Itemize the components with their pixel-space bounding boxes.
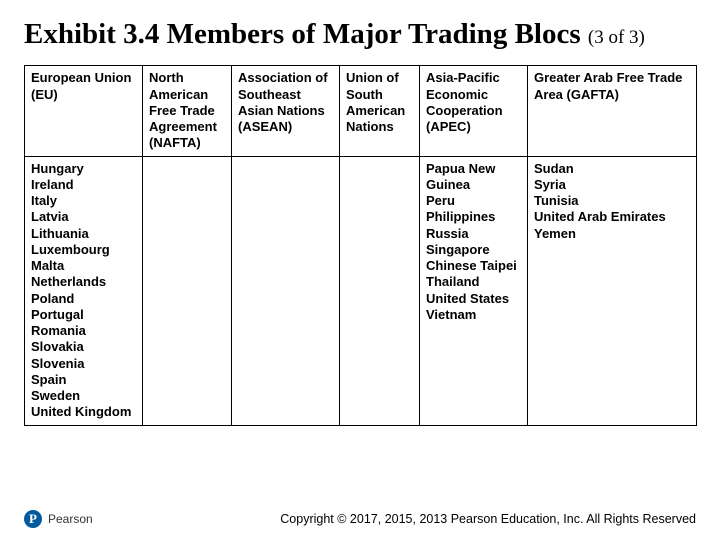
title-sub: (3 of 3) [588,27,645,48]
cell-eu: HungaryIrelandItalyLatviaLithuaniaLuxemb… [25,156,143,425]
cell-nafta [143,156,232,425]
cell-apec: Papua New GuineaPeruPhilippinesRussiaSin… [420,156,528,425]
col-header-nafta: North American Free Trade Agreement (NAF… [143,66,232,156]
col-header-usan: Union of South American Nations [340,66,420,156]
copyright-text: Copyright © 2017, 2015, 2013 Pearson Edu… [93,512,696,526]
footer: Pearson Copyright © 2017, 2015, 2013 Pea… [24,510,696,528]
cell-gafta: SudanSyriaTunisiaUnited Arab EmiratesYem… [528,156,697,425]
page-title: Exhibit 3.4 Members of Major Trading Blo… [24,18,696,51]
col-header-apec: Asia-Pacific Economic Cooperation (APEC) [420,66,528,156]
cell-asean [232,156,340,425]
brand-label: Pearson [48,512,93,526]
pearson-logo-icon [24,510,42,528]
trading-blocs-table: European Union (EU) North American Free … [24,65,697,425]
col-header-gafta: Greater Arab Free Trade Area (GAFTA) [528,66,697,156]
cell-usan [340,156,420,425]
table-body-row: HungaryIrelandItalyLatviaLithuaniaLuxemb… [25,156,697,425]
table-header-row: European Union (EU) North American Free … [25,66,697,156]
col-header-eu: European Union (EU) [25,66,143,156]
title-main: Exhibit 3.4 Members of Major Trading Blo… [24,18,581,50]
col-header-asean: Association of Southeast Asian Nations (… [232,66,340,156]
